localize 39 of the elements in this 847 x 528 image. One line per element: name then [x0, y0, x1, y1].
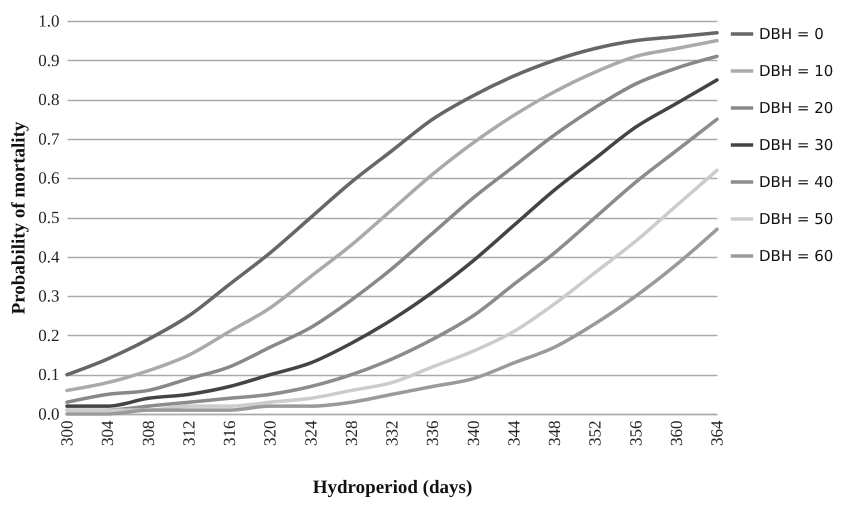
x-tick-label: 300 [58, 420, 76, 446]
x-tick-label: 308 [138, 420, 158, 446]
x-tick-label: 356 [626, 420, 646, 446]
legend-label: DBH = 10 [759, 62, 834, 80]
legend-label: DBH = 0 [759, 25, 824, 43]
y-tick-label: 0.3 [38, 286, 60, 306]
y-tick-label: 0.8 [38, 90, 60, 110]
legend-label: DBH = 60 [759, 247, 834, 265]
legend-label: DBH = 30 [759, 136, 834, 154]
x-tick-label: 344 [504, 420, 524, 446]
y-tick-label: 1.0 [38, 12, 60, 30]
y-tick-label: 0.6 [38, 168, 60, 188]
y-axis-title: Probability of mortality [8, 121, 30, 314]
x-tick-label: 364 [708, 420, 726, 446]
y-tick-label: 0.4 [38, 247, 60, 266]
x-tick-label: 332 [382, 420, 402, 446]
y-tick-label: 0.5 [38, 208, 60, 227]
x-tick-label: 340 [464, 420, 483, 446]
legend-label: DBH = 50 [759, 210, 834, 228]
line-series [65, 168, 719, 412]
legend-label: DBH = 40 [759, 173, 834, 191]
y-tick-label: 0.0 [38, 404, 60, 424]
line-series [65, 228, 719, 416]
x-tick-label: 312 [179, 420, 198, 446]
x-tick-label: 360 [666, 420, 686, 446]
x-axis-title: Hydroperiod (days) [312, 477, 472, 498]
legend-label: DBH = 20 [759, 99, 834, 117]
y-tick-label: 0.1 [38, 365, 60, 384]
x-tick-label: 304 [98, 420, 118, 446]
y-tick-label: 0.2 [38, 326, 60, 345]
y-tick-label: 0.9 [38, 50, 60, 70]
y-tick-label: 0.7 [38, 129, 60, 148]
x-tick-label: 316 [220, 420, 239, 446]
x-tick-label: 336 [423, 420, 442, 446]
x-tick-label: 320 [260, 420, 280, 446]
x-tick-label: 324 [301, 420, 320, 446]
x-tick-label: 328 [342, 420, 361, 446]
x-tick-label: 348 [545, 420, 564, 446]
x-tick-label: 352 [586, 420, 605, 446]
